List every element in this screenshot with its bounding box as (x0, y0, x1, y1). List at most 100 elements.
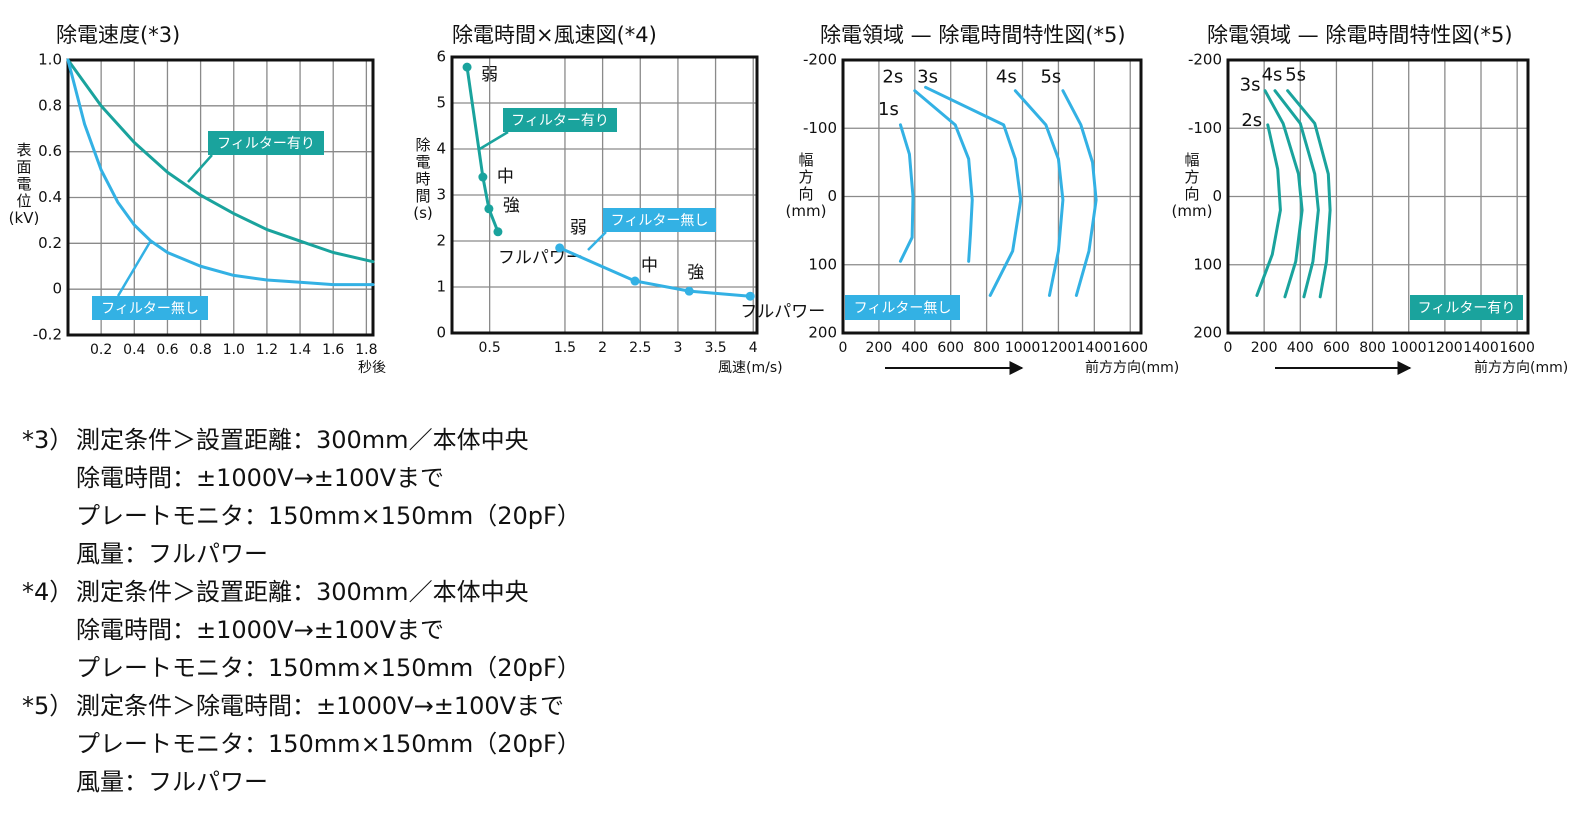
point-label: 中 (497, 167, 514, 187)
point (493, 227, 503, 237)
x-tick-label: 0.5 (479, 340, 501, 356)
y-tick-label: 100 (808, 255, 837, 273)
x-tick-label: 1.4 (289, 342, 311, 358)
y-tick-label: 0 (436, 324, 446, 342)
series-line (1255, 123, 1282, 297)
x-tick-label: 0.4 (123, 342, 145, 358)
x-tick-label: 3.5 (704, 340, 726, 356)
y-tick-label: 0.6 (38, 142, 62, 160)
plot-frame (1226, 58, 1530, 335)
y-tick-label: -100 (803, 119, 837, 137)
series-line (898, 123, 915, 263)
y-tick-label: 0.4 (38, 188, 62, 206)
x-tick-label: 1.2 (256, 342, 278, 358)
x-tick-label: 1000 (1391, 340, 1427, 356)
series-line (1013, 89, 1065, 297)
x-tick-label: 800 (973, 340, 1000, 356)
chart-title: 除電速度(*3) (56, 23, 180, 47)
note-line: プレートモニタ：150mm×150mm（20pF） (76, 654, 581, 682)
series-label: 3s (917, 66, 938, 87)
point (478, 172, 488, 182)
legend-label: フィルター無し (611, 213, 709, 229)
x-tick-label: 0 (1224, 340, 1233, 356)
plot-frame (66, 58, 375, 337)
series-line (1263, 89, 1304, 299)
x-tick-label: 600 (1323, 340, 1350, 356)
y-axis-label: 幅方向(mm) (1172, 151, 1213, 220)
x-tick-label: 4 (749, 340, 758, 356)
annotation-box (1410, 295, 1523, 320)
series-line (913, 89, 974, 263)
x-tick-label: 800 (1359, 340, 1386, 356)
x-tick-label: 1600 (1499, 340, 1535, 356)
note-line: プレートモニタ：150mm×150mm（20pF） (76, 502, 581, 530)
series-line (66, 58, 375, 287)
x-axis-label: 秒後 (358, 360, 386, 376)
annotation-box (845, 295, 960, 320)
point-label: 強 (687, 263, 704, 283)
callout-leader (116, 241, 152, 297)
x-tick-label: 0.2 (90, 342, 112, 358)
series-line (465, 65, 500, 234)
note-marker: *4） (22, 578, 73, 606)
x-tick-label: 2.5 (629, 340, 651, 356)
x-tick-label: 1400 (1463, 340, 1499, 356)
y-tick-label: 100 (1193, 255, 1222, 273)
series-line (1286, 89, 1332, 299)
note-line: 測定条件＞除電時間：±1000V→±100Vまで (76, 692, 564, 720)
note-line: 風量：フルパワー (76, 540, 268, 568)
y-tick-label: -200 (1188, 51, 1222, 69)
legend-box (503, 108, 617, 132)
x-tick-label: 1000 (1005, 340, 1041, 356)
callout-leader (187, 154, 213, 183)
x-tick-label: 1.8 (355, 342, 377, 358)
x-tick-label: 1.6 (322, 342, 344, 358)
annotation: フィルター無し (854, 301, 952, 317)
x-tick-label: 1200 (1041, 340, 1077, 356)
note-line: プレートモニタ：150mm×150mm（20pF） (76, 730, 581, 758)
point (684, 286, 694, 296)
x-tick-label: 1200 (1427, 340, 1463, 356)
x-tick-label: 1600 (1112, 340, 1148, 356)
y-axis-label: 表面電位(kV) (9, 141, 40, 227)
y-tick-label: 0 (1212, 187, 1222, 205)
chart-title: 除電領域 — 除電時間特性図(*5) (1207, 23, 1513, 47)
y-tick-label: 200 (1193, 324, 1222, 342)
series-label: 5s (1040, 67, 1061, 88)
series-line (1061, 89, 1098, 297)
x-tick-label: 200 (1251, 340, 1278, 356)
y-tick-label: 3 (436, 186, 446, 204)
note-line: 除電時間：±1000V→±100Vまで (76, 616, 444, 644)
legend-box (92, 296, 208, 320)
point-label: 弱 (481, 65, 498, 85)
chart-title: 除電時間×風速図(*4) (452, 23, 657, 47)
y-tick-label: -0.2 (33, 326, 62, 344)
point (630, 276, 640, 286)
legend-box (603, 208, 716, 232)
x-tick-label: 1400 (1077, 340, 1113, 356)
legend-label: フィルター有り (511, 113, 609, 129)
y-tick-label: -100 (1188, 119, 1222, 137)
point-label: 強 (503, 196, 520, 216)
y-tick-label: 0.2 (38, 234, 62, 252)
point-label: フルパワー (740, 302, 825, 322)
series-line (924, 85, 1023, 297)
point (745, 291, 755, 301)
point-label: 中 (641, 256, 658, 276)
y-axis-label: 幅方向(mm) (786, 151, 827, 220)
note-line: 除電時間：±1000V→±100Vまで (76, 464, 444, 492)
legend-label: フィルター無し (101, 301, 199, 317)
series-label: 4s (1262, 65, 1283, 86)
x-tick-label: 0.6 (156, 342, 178, 358)
point-label: フルパワー (498, 248, 583, 268)
y-tick-label: 5 (436, 94, 446, 112)
y-tick-label: 0 (52, 280, 62, 298)
x-axis-label: 風速(m/s) (718, 360, 783, 376)
y-axis-label: 除電時間(s) (413, 136, 433, 222)
x-tick-label: 600 (937, 340, 964, 356)
note-line: 測定条件＞設置距離：300mm／本体中央 (76, 426, 529, 454)
note-line: 測定条件＞設置距離：300mm／本体中央 (76, 578, 529, 606)
x-axis-label: 前方方向(mm) (1474, 359, 1568, 376)
series-label: 3s (1240, 75, 1261, 96)
